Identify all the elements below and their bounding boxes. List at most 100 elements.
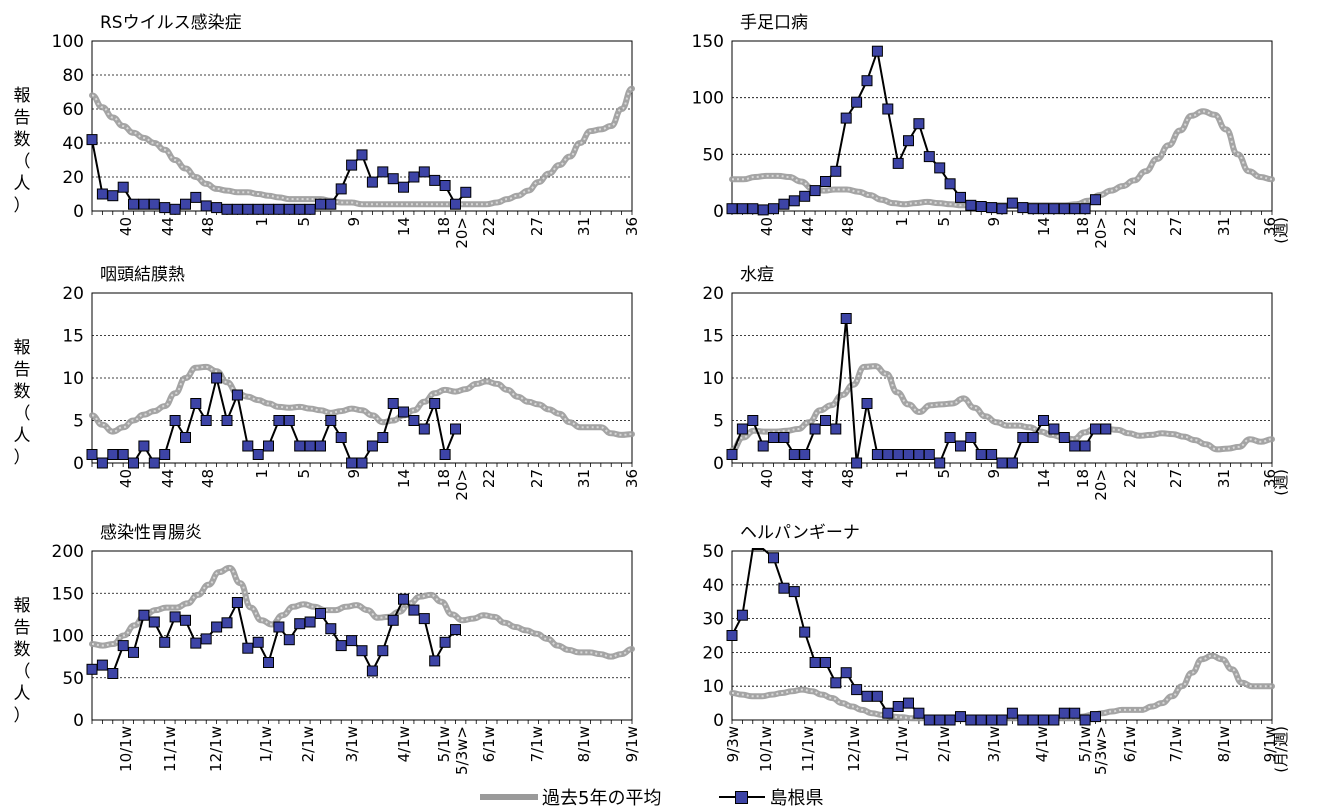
x-tick-label: 36 [1261,217,1279,236]
data-point-shimane [1027,203,1039,215]
data-point-shimane [325,415,337,426]
chart-title: RSウイルス感染症 [100,13,242,33]
data-point-shimane [128,457,139,469]
y-axis-label: 報告数（人） [14,338,31,468]
x-tick-label: 31 [575,217,593,236]
y-tick-label: 15 [62,327,84,347]
x-tick-label: 9/1w [623,726,641,762]
y-tick-label: 5 [713,412,724,432]
data-point-shimane [148,198,160,210]
data-point-shimane [315,198,326,210]
data-point-shimane [903,135,914,147]
x-tick-label: 11/1w [799,726,817,772]
data-point-shimane [892,449,904,460]
data-point-shimane [768,432,779,443]
data-point-shimane [1006,457,1018,469]
y-tick-label: 20 [702,643,724,663]
data-point-shimane [96,188,108,200]
data-point-shimane [757,204,769,216]
y-tick-label: 0 [713,454,724,474]
data-point-shimane [768,552,779,564]
x-tick-label: 8/1w [1215,726,1233,762]
y-tick-label: 20 [62,284,84,304]
x-tick-label: 5/1w [1076,726,1094,762]
data-point-shimane [975,714,987,726]
data-point-shimane [304,616,316,628]
data-point-shimane [799,626,811,638]
data-point-shimane [283,634,295,646]
data-point-shimane [128,198,139,210]
data-point-shimane [965,199,977,211]
data-point-shimane [96,659,108,671]
data-point-shimane [851,684,863,696]
x-tick-label: 20> [1092,217,1110,249]
data-point-shimane [408,171,420,183]
data-point-shimane [934,162,946,174]
data-point-shimane [955,191,966,203]
data-point-shimane [200,633,212,645]
data-point-shimane [768,203,779,215]
x-tick-label: 10/1w [757,726,775,772]
chart-panel-1: 0 20 40 60 80 100 40 44 48 1 5 9 14 18 20> 22 27 31 36 RSウイ… [14,13,642,249]
data-point-shimane [294,440,306,452]
data-point-shimane [180,614,191,626]
data-point-shimane [366,440,378,452]
data-point-shimane [325,623,337,635]
data-point-shimane [1079,714,1091,726]
data-point-shimane [851,96,863,108]
x-tick-label: 22 [480,469,498,488]
x-tick-label: 44 [159,217,177,236]
chart-title: ヘルパンギーナ [740,523,860,543]
data-point-shimane [955,440,966,452]
data-point-shimane [169,203,181,215]
x-tick-label: 14 [395,217,413,236]
x-tick-label: 2/1w [299,726,317,762]
data-point-shimane [263,440,274,452]
data-point-shimane [221,617,233,629]
x-tick-label: 9/3w [724,726,742,762]
data-point-shimane [86,663,98,675]
x-tick-label: 27 [1167,217,1185,236]
data-point-shimane [913,707,925,719]
data-point-shimane [851,457,863,469]
data-point-shimane [830,165,842,177]
x-tick-label: 40 [758,217,776,236]
data-point-shimane [107,668,119,679]
data-point-shimane [996,203,1008,215]
data-point-shimane [96,457,108,469]
x-tick-label: 14 [1035,469,1053,488]
data-point-shimane [975,201,987,212]
y-tick-label: 150 [692,32,724,52]
data-point-shimane [1027,432,1039,443]
data-point-shimane [747,203,759,215]
data-point-shimane [913,449,925,460]
data-point-shimane [377,166,389,178]
x-tick-label: 6/1w [480,726,498,762]
data-point-shimane [778,198,790,210]
x-tick-label: 7/1w [1167,726,1185,762]
data-point-shimane [778,432,790,443]
data-point-shimane [377,432,389,443]
data-point-shimane [923,449,935,460]
data-point-shimane [356,457,368,469]
x-tick-label: 20> [453,217,471,249]
data-point-shimane [903,697,914,709]
plot-frame [731,550,1273,721]
data-point-shimane [398,406,409,418]
x-axis-label: (月/週) [1272,726,1290,773]
data-point-shimane [128,646,139,658]
x-tick-label: 6/1w [1121,726,1139,762]
data-point-shimane [346,635,358,647]
x-tick-label: 8/1w [575,726,593,762]
data-point-shimane [996,457,1008,469]
x-tick-label: 3/1w [985,726,1003,762]
data-point-shimane [148,616,160,628]
data-point-shimane [387,398,399,409]
data-point-shimane [726,203,738,215]
legend-label-average: 過去5年の平均 [542,788,662,809]
chart-title: 咽頭結膜熱 [100,265,185,285]
data-point-shimane [809,423,821,435]
data-point-shimane [138,609,150,621]
data-point-shimane [1038,203,1049,215]
